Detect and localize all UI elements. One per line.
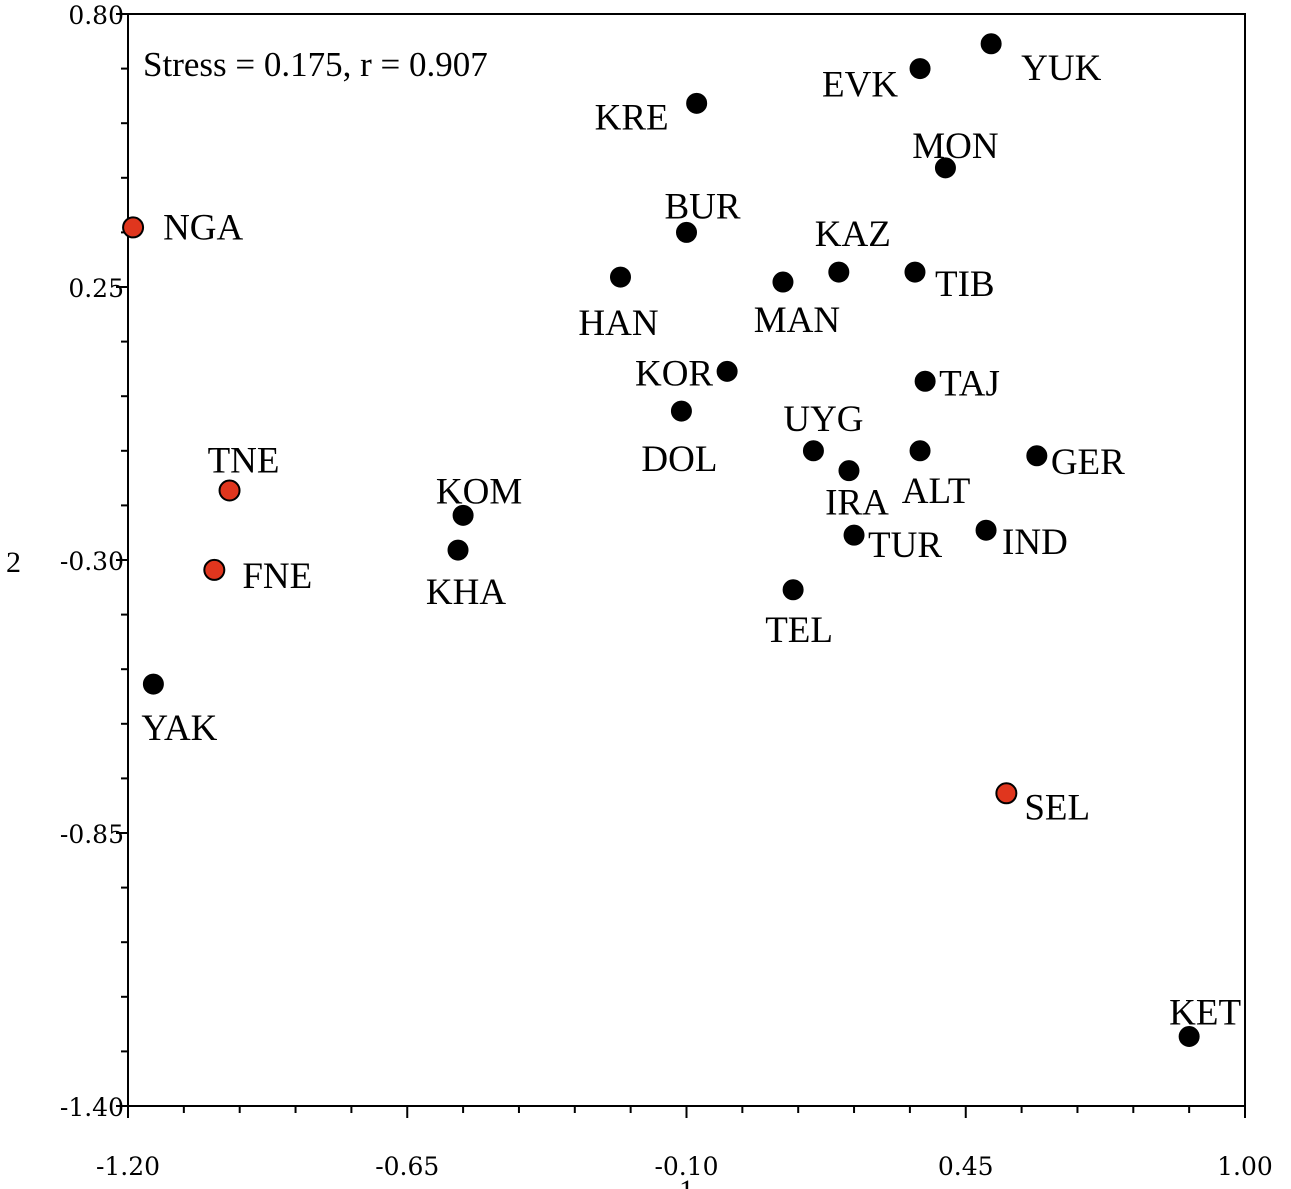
label-uyg: UYG [783, 399, 863, 440]
label-taj: TAJ [939, 363, 1000, 404]
label-sel: SEL [1024, 787, 1090, 828]
point-kha [447, 539, 469, 561]
label-fne: FNE [242, 556, 312, 597]
x-tick-label: 0.45 [938, 1152, 994, 1181]
label-kaz: KAZ [815, 214, 891, 255]
label-dol: DOL [641, 439, 717, 480]
label-han: HAN [578, 303, 658, 344]
point-sel [995, 782, 1018, 805]
label-ket: KET [1169, 993, 1241, 1034]
point-fne [203, 558, 226, 581]
y-axis-title: 2 [6, 546, 21, 579]
point-yuk [980, 33, 1002, 55]
point-taj [914, 370, 936, 392]
label-yuk: YUK [1021, 48, 1101, 89]
point-kre [686, 92, 708, 114]
label-kom: KOM [436, 471, 522, 512]
x-tick-label: 1.00 [1217, 1152, 1273, 1181]
x-tick-label: -1.20 [96, 1152, 160, 1181]
point-tib [904, 261, 926, 283]
point-bur [676, 221, 697, 243]
axis-ticks [116, 13, 1246, 1118]
point-tne [218, 479, 241, 502]
y-tick-label: -1.40 [60, 1093, 124, 1122]
label-alt: ALT [902, 471, 971, 512]
point-mon [934, 157, 956, 179]
x-tick-label: -0.10 [654, 1152, 718, 1181]
label-tel: TEL [765, 610, 833, 651]
point-tur [843, 524, 865, 546]
point-kor [716, 360, 738, 382]
y-tick-label: 0.25 [68, 274, 124, 303]
point-nga [122, 216, 145, 239]
label-evk: EVK [822, 65, 898, 106]
label-ira: IRA [825, 483, 889, 524]
point-labels: NGA TNE FNE SEL YAK KOM KHA KRE BUR HAN MAN KAZ KOR D… [141, 48, 1241, 1034]
label-yak: YAK [141, 708, 217, 749]
label-kre: KRE [595, 97, 669, 138]
point-han [609, 266, 631, 288]
x-tick-label: -0.65 [375, 1152, 439, 1181]
label-man: MAN [754, 300, 840, 341]
point-evk [909, 58, 931, 80]
label-kha: KHA [426, 572, 506, 613]
axis-tick-labels: -1.20 -0.65 -0.10 0.45 1.00 0.80 0.25 -0.30 -0.8… [60, 1, 1273, 1181]
point-ind [975, 519, 997, 541]
label-kor: KOR [635, 353, 713, 394]
point-man [772, 271, 794, 293]
plot-frame [127, 13, 1246, 1107]
y-tick-label: -0.30 [60, 547, 124, 576]
point-dol [670, 400, 692, 422]
point-tel [782, 579, 804, 601]
data-points [122, 33, 1200, 1048]
point-kom [452, 504, 474, 526]
x-axis-title: 1 [679, 1174, 694, 1189]
label-mon: MON [912, 126, 998, 167]
stress-annotation: Stress = 0.175, r = 0.907 [143, 45, 488, 84]
point-kaz [828, 261, 850, 283]
point-yak [142, 673, 164, 695]
point-ger [1026, 445, 1048, 467]
label-tne: TNE [208, 441, 280, 482]
label-ger: GER [1051, 442, 1125, 483]
point-alt [909, 440, 931, 462]
y-tick-label: 0.80 [68, 1, 124, 30]
label-nga: NGA [163, 207, 243, 248]
y-tick-label: -0.85 [60, 820, 124, 849]
label-tib: TIB [935, 264, 995, 305]
point-ira [838, 460, 860, 482]
point-ket [1178, 1026, 1200, 1048]
point-uyg [802, 440, 824, 462]
label-bur: BUR [664, 186, 740, 227]
label-ind: IND [1002, 522, 1068, 563]
label-tur: TUR [868, 525, 942, 566]
